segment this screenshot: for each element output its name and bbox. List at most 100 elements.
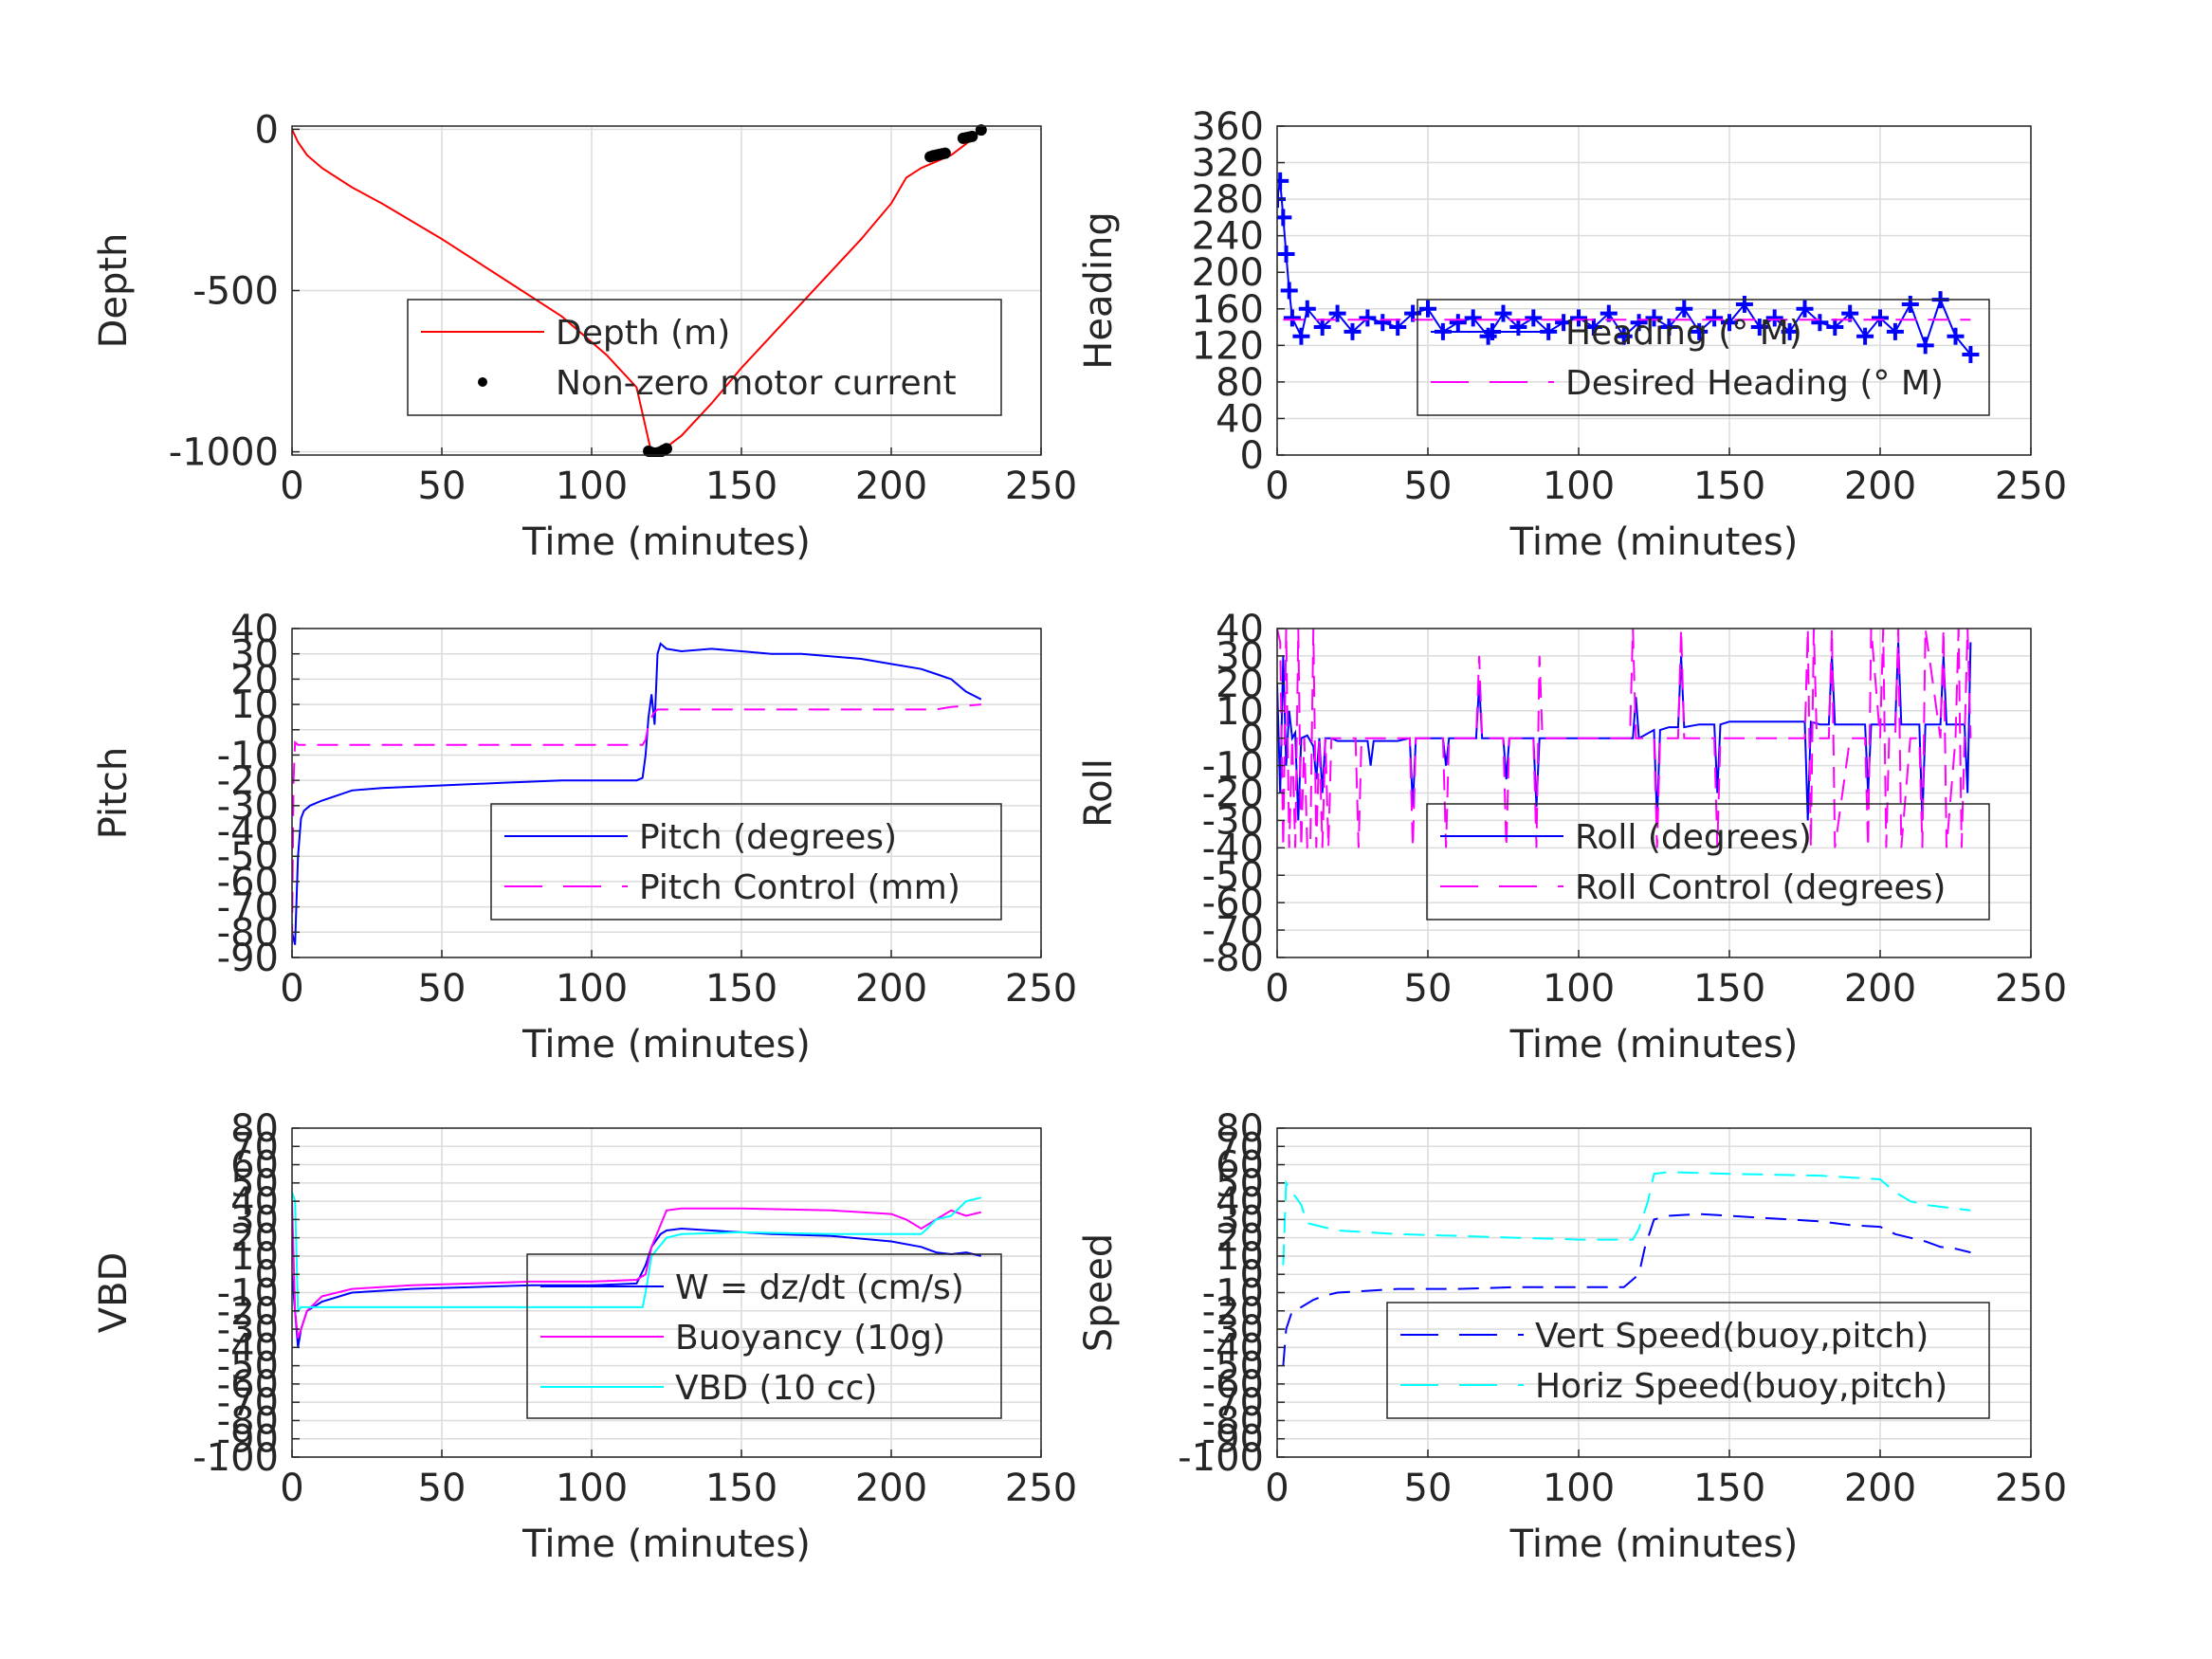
series-group bbox=[292, 1192, 982, 1348]
y-tick-label: 40 bbox=[1216, 397, 1264, 441]
x-tick-label: 250 bbox=[1995, 465, 2067, 508]
y-tick-label: 10 bbox=[230, 684, 279, 727]
legend: Pitch (degrees) Pitch Control (mm) bbox=[490, 803, 1002, 921]
x-axis-label: Time (minutes) bbox=[521, 520, 811, 564]
y-tick-label: 10 bbox=[1216, 1235, 1264, 1279]
y-tick-label: -70 bbox=[1202, 909, 1264, 953]
series-line bbox=[292, 642, 982, 945]
y-tick-label: -50 bbox=[217, 835, 279, 879]
legend: Vert Speed(buoy,pitch) Horiz Speed(buoy,p… bbox=[1386, 1302, 1990, 1419]
y-tick-label: -60 bbox=[1202, 882, 1264, 925]
y-tick-label: -30 bbox=[1202, 1308, 1264, 1352]
x-tick-label: 100 bbox=[1543, 1467, 1615, 1510]
x-tick-label: 250 bbox=[1995, 1467, 2067, 1510]
x-tick-label: 0 bbox=[1265, 967, 1289, 1011]
y-tick-label: 60 bbox=[1216, 1144, 1264, 1188]
legend-label: W = dz/dt (cm/s) bbox=[675, 1268, 964, 1307]
y-tick-label: 30 bbox=[1216, 635, 1264, 679]
axes-box bbox=[1276, 125, 2032, 456]
y-tick-label: 0 bbox=[1240, 434, 1264, 478]
y-tick-label: 30 bbox=[1216, 1198, 1264, 1242]
x-tick-label: 0 bbox=[280, 1467, 303, 1510]
y-tick-label: 10 bbox=[1216, 690, 1264, 734]
y-tick-label: 70 bbox=[1216, 1125, 1264, 1169]
x-axis-label: Time (minutes) bbox=[521, 1522, 811, 1566]
x-axis-label: Time (minutes) bbox=[1509, 520, 1799, 564]
legend-label: Non-zero motor current bbox=[556, 364, 957, 403]
y-tick-label: -40 bbox=[1202, 1326, 1264, 1370]
x-tick-label: 150 bbox=[1693, 465, 1765, 508]
y-tick-label: 160 bbox=[1192, 288, 1264, 332]
series-line bbox=[1277, 628, 1972, 849]
legend-label: Roll Control (degrees) bbox=[1575, 868, 1946, 907]
y-tick-label: 20 bbox=[1216, 663, 1264, 706]
y-tick-label: 10 bbox=[230, 1235, 279, 1279]
series-line bbox=[292, 1192, 982, 1314]
x-tick-label: 0 bbox=[1265, 1467, 1289, 1510]
legend-label: Depth (m) bbox=[556, 314, 730, 353]
y-tick-label: -40 bbox=[217, 811, 279, 854]
y-tick-label: 30 bbox=[230, 633, 279, 677]
y-tick-label: -20 bbox=[217, 759, 279, 803]
y-tick-label: 0 bbox=[1240, 1253, 1264, 1297]
legend-label: Pitch Control (mm) bbox=[639, 868, 960, 907]
x-tick-label: 150 bbox=[705, 967, 777, 1011]
x-tick-label: 200 bbox=[855, 1467, 927, 1510]
roll-panel: 0 50 100 150 200 250403020100-10-20-30-40-50-… bbox=[1077, 608, 2067, 1066]
legend-label: Roll (degrees) bbox=[1575, 818, 1812, 857]
x-tick-label: 50 bbox=[1404, 1467, 1453, 1510]
legend-swatch bbox=[478, 377, 487, 387]
y-tick-label: 120 bbox=[1192, 324, 1264, 368]
y-tick-label: -90 bbox=[1202, 1418, 1264, 1462]
x-tick-label: 200 bbox=[855, 967, 927, 1011]
y-tick-label: -70 bbox=[1202, 1381, 1264, 1425]
y-tick-label: 360 bbox=[1192, 105, 1264, 149]
y-tick-label: 20 bbox=[230, 658, 279, 702]
legend-box bbox=[526, 1253, 1002, 1419]
heading-panel: 0 50 100 150 200 2500408012016020024028032036… bbox=[1077, 105, 2067, 564]
x-tick-label: 100 bbox=[556, 967, 628, 1011]
series-group bbox=[292, 124, 987, 457]
legend-label: Pitch (degrees) bbox=[639, 818, 897, 857]
data-point bbox=[966, 130, 978, 142]
series-group bbox=[1277, 628, 1972, 849]
y-tick-label: -40 bbox=[1202, 827, 1264, 870]
series-line bbox=[292, 128, 982, 455]
legend-label: VBD (10 cc) bbox=[675, 1369, 877, 1408]
depth-panel: 0 50 100 150 200 250 0 -500 -1000 Time (minutes) D… bbox=[92, 108, 1077, 564]
x-tick-label: 50 bbox=[418, 1467, 466, 1510]
y-tick-label: -80 bbox=[1202, 1399, 1264, 1443]
y-axis-label: Pitch bbox=[92, 747, 136, 839]
x-tick-label: 100 bbox=[556, 465, 628, 508]
speed-panel: 0 50 100 150 200 25080706050403020100-10-20-3… bbox=[1077, 1107, 2067, 1566]
y-tick-label: -80 bbox=[1202, 937, 1264, 980]
y-axis-label: Roll bbox=[1077, 758, 1121, 828]
y-tick-label: 40 bbox=[1216, 1180, 1264, 1224]
y-tick-label: -90 bbox=[217, 937, 279, 980]
y-tick-label: -10 bbox=[1202, 745, 1264, 789]
series-line bbox=[292, 703, 981, 945]
x-tick-label: 0 bbox=[280, 465, 303, 508]
y-tick-label: -500 bbox=[192, 270, 279, 314]
x-tick-label: 150 bbox=[705, 465, 777, 508]
y-tick-label: -30 bbox=[217, 785, 279, 829]
y-tick-label: -50 bbox=[1202, 1345, 1264, 1389]
y-axis-label: Heading bbox=[1077, 211, 1121, 369]
y-tick-label: -20 bbox=[1202, 773, 1264, 816]
x-tick-label: 150 bbox=[1693, 1467, 1765, 1510]
legend-box bbox=[407, 299, 1002, 416]
legend-label: Heading (° M) bbox=[1565, 314, 1802, 353]
y-tick-label: 280 bbox=[1192, 178, 1264, 222]
x-tick-label: 250 bbox=[1005, 1467, 1077, 1510]
legend: Depth (m) Non-zero motor current bbox=[407, 299, 1002, 416]
x-tick-label: 150 bbox=[1693, 967, 1765, 1011]
y-tick-label: -30 bbox=[1202, 799, 1264, 843]
y-tick-label: -70 bbox=[217, 886, 279, 930]
y-tick-label: 40 bbox=[230, 1180, 279, 1224]
y-tick-label: -50 bbox=[217, 1345, 279, 1389]
series-line bbox=[292, 1201, 982, 1340]
x-tick-label: 0 bbox=[280, 967, 303, 1011]
axes-box bbox=[291, 628, 1042, 958]
y-tick-label: -80 bbox=[217, 911, 279, 955]
x-tick-label: 100 bbox=[1543, 465, 1615, 508]
